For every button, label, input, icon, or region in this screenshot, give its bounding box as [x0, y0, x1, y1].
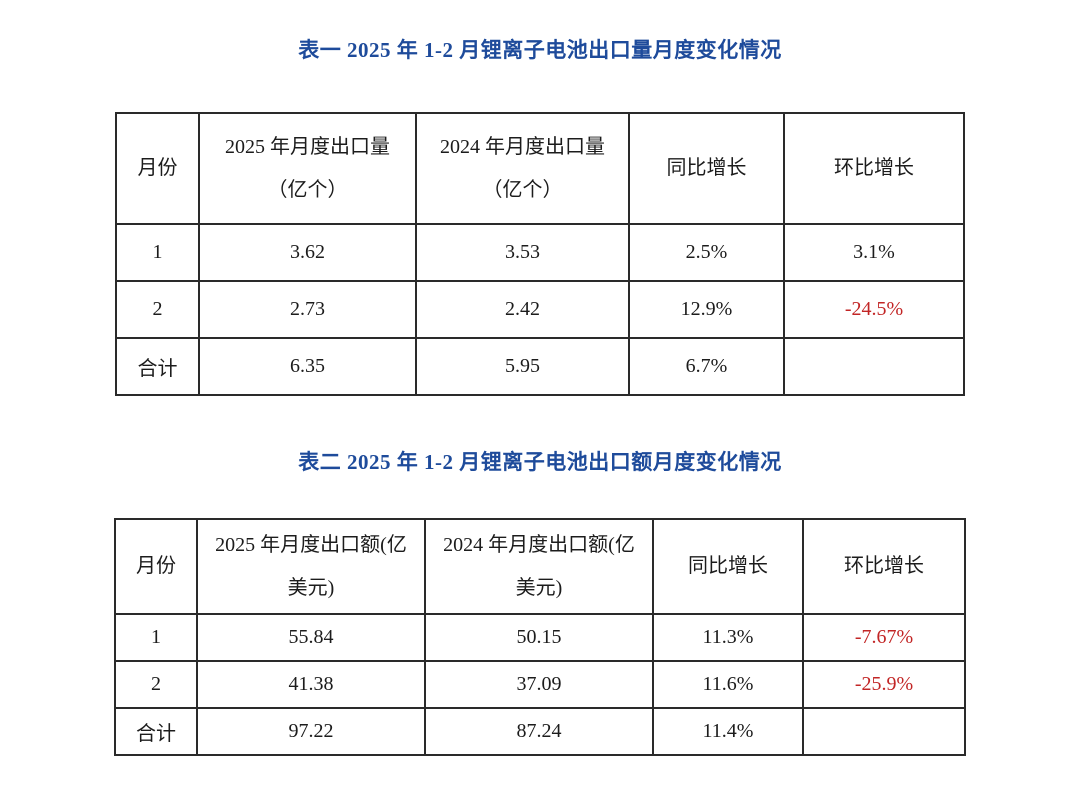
table-cell: 6.7% — [628, 337, 785, 396]
table-cell — [783, 337, 965, 396]
table-cell: 3.62 — [198, 223, 417, 282]
table-cell: 3.1% — [783, 223, 965, 282]
header-cell: 环比增长 — [802, 518, 966, 615]
table-cell: 6.35 — [198, 337, 417, 396]
header-cell: 月份 — [115, 112, 200, 225]
table-cell: 合计 — [114, 707, 198, 756]
table-cell: 1 — [114, 613, 198, 662]
table-cell: 2 — [114, 660, 198, 709]
table-cell: 87.24 — [424, 707, 654, 756]
table-1-title: 表一 2025 年 1-2 月锂离子电池出口量月度变化情况 — [298, 38, 782, 62]
header-cell: 环比增长 — [783, 112, 965, 225]
table-cell: 5.95 — [415, 337, 630, 396]
table-cell: -24.5% — [783, 280, 965, 339]
table-cell: 2.5% — [628, 223, 785, 282]
table-1-header: 月份 2025 年月度出口量 （亿个） 2024 年月度出口量 （亿个） 同比增长 环比… — [115, 112, 965, 225]
header-cell: 月份 — [114, 518, 198, 615]
table-cell: 55.84 — [196, 613, 426, 662]
table-cell: 2 — [115, 280, 200, 339]
table-1-body: 1 3.62 3.53 2.5% 3.1% 2 2.73 2.42 12.9% -24.5% 合计 6… — [115, 223, 965, 396]
table-2-title: 表二 2025 年 1-2 月锂离子电池出口额月度变化情况 — [298, 450, 782, 474]
table-2-body: 1 55.84 50.15 11.3% -7.67% 2 41.38 37.09 11.6% -2… — [114, 613, 966, 756]
table-cell: 11.3% — [652, 613, 804, 662]
table-row: 1 3.62 3.53 2.5% 3.1% — [115, 223, 965, 282]
table-cell: 11.4% — [652, 707, 804, 756]
header-cell: 2024 年月度出口额(亿 美元) — [424, 518, 654, 615]
table-cell: 12.9% — [628, 280, 785, 339]
header-cell: 2025 年月度出口量 （亿个） — [198, 112, 417, 225]
table-row: 2 41.38 37.09 11.6% -25.9% — [114, 660, 966, 709]
table-cell: 1 — [115, 223, 200, 282]
table-cell: 合计 — [115, 337, 200, 396]
header-row: 月份 2025 年月度出口量 （亿个） 2024 年月度出口量 （亿个） 同比增长 环比… — [115, 112, 965, 225]
table-cell — [802, 707, 966, 756]
header-cell: 同比增长 — [652, 518, 804, 615]
table-2-header: 月份 2025 年月度出口额(亿 美元) 2024 年月度出口额(亿 美元) 同比增长… — [114, 518, 966, 615]
table-row: 合计 6.35 5.95 6.7% — [115, 337, 965, 396]
table-cell: -25.9% — [802, 660, 966, 709]
table-cell: 11.6% — [652, 660, 804, 709]
table-cell: -7.67% — [802, 613, 966, 662]
header-row: 月份 2025 年月度出口额(亿 美元) 2024 年月度出口额(亿 美元) 同比增长… — [114, 518, 966, 615]
header-cell: 2024 年月度出口量 （亿个） — [415, 112, 630, 225]
table-cell: 50.15 — [424, 613, 654, 662]
table-cell: 41.38 — [196, 660, 426, 709]
table-row: 1 55.84 50.15 11.3% -7.67% — [114, 613, 966, 662]
table-cell: 3.53 — [415, 223, 630, 282]
table-cell: 2.42 — [415, 280, 630, 339]
header-cell: 同比增长 — [628, 112, 785, 225]
header-cell: 2025 年月度出口额(亿 美元) — [196, 518, 426, 615]
table-row: 合计 97.22 87.24 11.4% — [114, 707, 966, 756]
table-cell: 2.73 — [198, 280, 417, 339]
table-cell: 97.22 — [196, 707, 426, 756]
export-volume-section: 表一 2025 年 1-2 月锂离子电池出口量月度变化情况 月份 2025 年月度… — [115, 38, 965, 396]
export-value-section: 表二 2025 年 1-2 月锂离子电池出口额月度变化情况 月份 2025 年月度… — [0, 396, 1080, 756]
export-value-table: 月份 2025 年月度出口额(亿 美元) 2024 年月度出口额(亿 美元) 同比增长… — [114, 518, 966, 756]
table-cell: 37.09 — [424, 660, 654, 709]
table-row: 2 2.73 2.42 12.9% -24.5% — [115, 280, 965, 339]
export-volume-table: 月份 2025 年月度出口量 （亿个） 2024 年月度出口量 （亿个） 同比增长 环比… — [115, 112, 965, 396]
